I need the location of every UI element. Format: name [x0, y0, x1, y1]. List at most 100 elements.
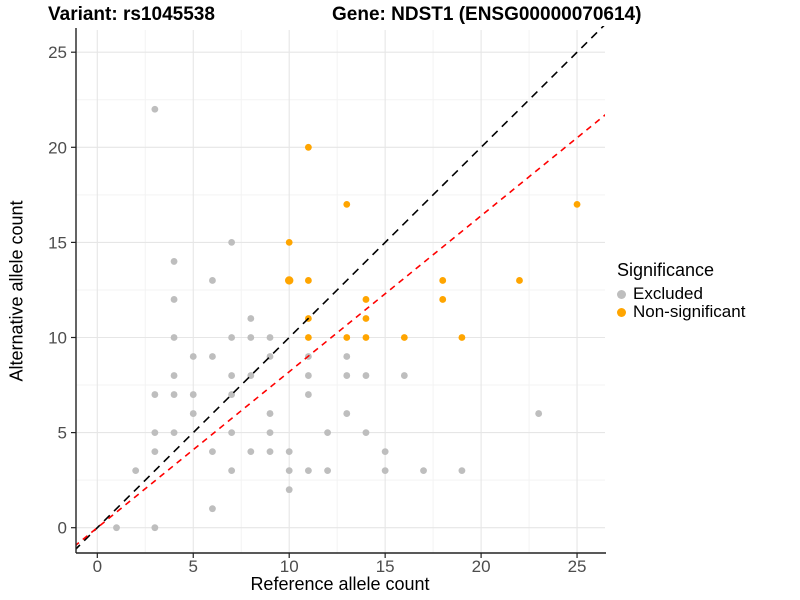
non-significant-point-icon — [617, 307, 626, 317]
data-point-excluded — [247, 448, 255, 456]
data-point-excluded — [381, 467, 389, 475]
expected-ratio-line — [76, 114, 605, 547]
data-points — [113, 105, 581, 532]
y-tick-label: 15 — [48, 233, 67, 252]
legend: Significance Excluded Non-significant — [617, 260, 745, 321]
data-point-excluded — [170, 296, 178, 303]
gridlines — [76, 30, 605, 553]
data-point-excluded — [266, 334, 274, 341]
data-point-excluded — [381, 448, 389, 456]
data-point-non-significant — [573, 200, 581, 208]
data-point-excluded — [247, 315, 255, 322]
data-point-excluded — [343, 372, 351, 379]
data-point-excluded — [247, 334, 255, 341]
data-point-excluded — [266, 410, 274, 417]
data-point-excluded — [228, 391, 236, 398]
data-point-excluded — [170, 372, 178, 379]
data-point-excluded — [420, 467, 427, 475]
data-point-excluded — [170, 429, 178, 436]
data-point-excluded — [400, 372, 408, 379]
legend-item-excluded: Excluded — [617, 284, 745, 303]
y-tick-label: 25 — [48, 43, 67, 62]
x-tick-label: 20 — [472, 557, 491, 576]
data-point-excluded — [228, 372, 236, 379]
data-point-excluded — [324, 429, 331, 436]
data-point-excluded — [266, 448, 274, 456]
legend-item-label: Non-significant — [633, 302, 746, 321]
axes: 0 5 10 15 20 25 0 5 10 15 20 25 — [48, 28, 606, 576]
data-point-excluded — [151, 524, 159, 532]
y-tick-label: 10 — [48, 329, 67, 348]
identity-line — [76, 26, 605, 550]
data-point-excluded — [151, 105, 159, 113]
data-point-non-significant — [362, 334, 370, 341]
data-point-excluded — [324, 467, 331, 475]
data-point-excluded — [362, 429, 370, 436]
y-tick-label: 5 — [58, 424, 67, 443]
data-point-non-significant — [285, 239, 293, 246]
reference-lines — [76, 26, 605, 550]
legend-item-non-significant: Non-significant — [617, 302, 746, 321]
legend-title: Significance — [617, 260, 715, 280]
x-axis-title: Reference allele count — [250, 574, 430, 594]
data-point-excluded — [228, 334, 236, 341]
data-point-excluded — [170, 258, 178, 265]
variant-title: Variant: rs1045538 — [48, 4, 215, 25]
data-point-non-significant — [516, 277, 523, 284]
data-point-excluded — [362, 372, 370, 379]
data-point-excluded — [228, 467, 236, 475]
data-point-non-significant — [400, 334, 408, 341]
y-axis-title: Alternative allele count — [6, 200, 27, 382]
data-point-non-significant — [439, 296, 447, 303]
data-point-excluded — [458, 467, 466, 475]
x-tick-label: 0 — [93, 557, 102, 576]
data-point-excluded — [132, 467, 140, 475]
data-point-non-significant — [362, 296, 370, 303]
data-point-excluded — [170, 334, 178, 341]
data-point-non-significant — [458, 334, 466, 341]
data-point-excluded — [304, 467, 312, 475]
y-tick-label: 20 — [48, 138, 67, 157]
data-point-excluded — [228, 239, 236, 246]
data-point-excluded — [209, 448, 216, 456]
data-point-excluded — [209, 505, 216, 513]
data-point-excluded — [343, 410, 351, 417]
data-point-non-significant — [343, 334, 351, 341]
data-point-non-significant — [304, 143, 312, 151]
gene-title: Gene: NDST1 (ENSG00000070614) — [332, 4, 642, 25]
data-point-excluded — [151, 448, 159, 456]
data-point-excluded — [189, 353, 197, 360]
data-point-excluded — [304, 372, 312, 379]
data-point-excluded — [170, 391, 178, 398]
data-point-excluded — [285, 486, 293, 494]
x-tick-label: 15 — [376, 557, 395, 576]
data-point-excluded — [228, 429, 236, 436]
x-tick-label: 25 — [568, 557, 587, 576]
x-tick-label: 10 — [280, 557, 299, 576]
data-point-excluded — [209, 277, 216, 284]
data-point-excluded — [285, 467, 293, 475]
data-point-non-significant — [439, 277, 447, 284]
x-tick-label: 5 — [189, 557, 198, 576]
data-point-excluded — [343, 353, 351, 360]
y-tick-label: 0 — [58, 519, 67, 538]
data-point-excluded — [189, 391, 197, 398]
data-point-excluded — [113, 524, 120, 532]
data-point-excluded — [304, 391, 312, 398]
data-point-excluded — [285, 448, 293, 456]
data-point-non-significant — [343, 200, 351, 208]
data-point-non-significant — [362, 315, 370, 322]
data-point-excluded — [266, 429, 274, 436]
data-point-excluded — [189, 410, 197, 417]
excluded-point-icon — [617, 289, 626, 299]
legend-item-label: Excluded — [633, 284, 703, 303]
data-point-excluded — [151, 391, 159, 398]
data-point-excluded — [535, 410, 543, 417]
data-point-non-significant — [304, 334, 312, 341]
data-point-excluded — [209, 353, 216, 360]
data-point-excluded — [247, 372, 255, 379]
data-point-non-significant — [304, 277, 312, 284]
data-point-excluded — [151, 429, 159, 436]
